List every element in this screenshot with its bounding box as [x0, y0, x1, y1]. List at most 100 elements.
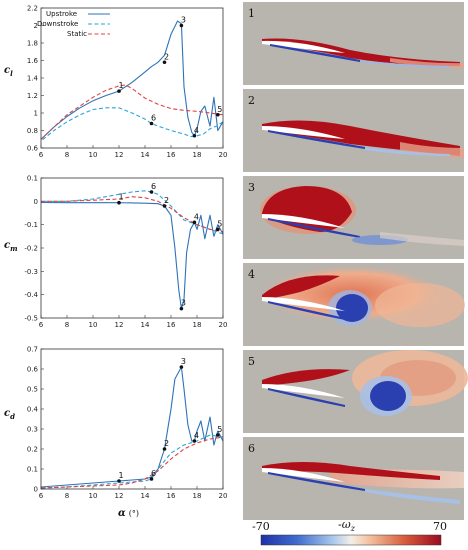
- cl-upstroke-line: [40, 20, 224, 140]
- cm-ytick-label: -0.2: [24, 245, 38, 253]
- cm-marker-1: [117, 200, 121, 205]
- cd-marker-4: [192, 439, 197, 443]
- cl-marker-label-5: 5: [217, 105, 222, 114]
- cl-xtick-label: 12: [115, 151, 124, 159]
- cd-series: [40, 366, 224, 489]
- panel-5-label: 5: [248, 355, 255, 368]
- cl-series: [40, 20, 224, 142]
- panel-6-airfoil: [262, 468, 345, 482]
- cl-marker-label-4: 4: [194, 126, 199, 135]
- cd-ytick-label: 0.2: [27, 446, 38, 454]
- cl-ytick-label: 1.4: [27, 75, 39, 83]
- panel-5: 5: [243, 350, 468, 433]
- cm-markers: 1 2 3 4 5 6: [117, 182, 222, 311]
- cd-xtick-label: 8: [65, 492, 69, 500]
- cl-marker-2: [162, 60, 167, 65]
- cm-marker-label-4: 4: [194, 212, 199, 221]
- cm-downstroke-line: [41, 190, 224, 235]
- panel-2: 2: [243, 89, 464, 172]
- cd-xtick-label: 18: [193, 492, 202, 500]
- cd-chart: cd 6 8 10 12 14 16 18 2000.10.20.30.40.50.60.7 …: [4, 346, 227, 520]
- cd-xtick-label: 20: [219, 492, 228, 500]
- cl-marker-label-2: 2: [164, 52, 169, 61]
- cl-marker-label-3: 3: [181, 16, 186, 25]
- cd-marker-label-5: 5: [217, 425, 222, 434]
- cm-series: [40, 190, 224, 310]
- cm-marker-2: [162, 204, 167, 208]
- cd-marker-1: [117, 479, 121, 483]
- cm-ytick-label: -0.1: [24, 221, 38, 229]
- cm-marker-label-1: 1: [118, 193, 123, 202]
- vorticity-panels: 1 2 3: [243, 2, 468, 520]
- panel-4-airfoil: [262, 297, 345, 311]
- cm-marker-label-5: 5: [217, 219, 222, 228]
- cm-ticks: 6 8 10 12 14 16 18 20-0.5-0.4-0.3-0.2-0.100.1: [24, 175, 227, 330]
- panel-2-airfoil: [262, 126, 345, 139]
- panel-3-label: 3: [248, 181, 255, 194]
- cd-xtick-label: 10: [89, 492, 98, 500]
- cl-marker-4: [192, 133, 197, 138]
- cl-xtick-label: 16: [167, 151, 176, 159]
- cm-xtick-label: 10: [89, 321, 98, 329]
- legend-upstroke-label: Upstroke: [46, 10, 77, 18]
- cd-xtick-label: 14: [141, 492, 150, 500]
- cm-xtick-label: 12: [115, 321, 124, 329]
- panel-5-counter-vortex: [370, 381, 406, 411]
- cm-chart: cm 6 8 10 12 14 16 18 20-0.5-0.4-0.3-0.2-0.100.…: [4, 175, 227, 330]
- panel-1-airfoil: [262, 40, 345, 53]
- legend: Upstroke Downstroke Static: [37, 10, 110, 38]
- cl-ytick-label: 2.2: [27, 5, 38, 13]
- cl-markers: 1 2 3 4 5 6: [117, 16, 222, 138]
- cd-ytick-label: 0.7: [27, 346, 38, 354]
- cm-xtick-label: 18: [193, 321, 202, 329]
- cm-ytick-label: 0: [34, 198, 38, 206]
- panel-5-airfoil: [262, 384, 345, 398]
- panel-1-label: 1: [248, 7, 255, 20]
- cm-marker-5: [216, 227, 220, 232]
- cm-plot-frame: [40, 177, 224, 319]
- cl-xtick-label: 6: [39, 151, 44, 159]
- panel-6-shear-layer: [262, 462, 440, 480]
- cd-upstroke-line: [40, 366, 224, 488]
- cd-plot-frame: [40, 348, 224, 490]
- cl-ytick-label: 1.6: [27, 57, 39, 65]
- cd-ytick-label: 0.5: [27, 386, 38, 394]
- cl-xtick-label: 14: [141, 151, 150, 159]
- cl-xtick-label: 10: [89, 151, 98, 159]
- cl-ytick-label: 0.8: [27, 127, 38, 135]
- x-axis-label: α (°): [118, 508, 139, 519]
- cd-xtick-label: 16: [167, 492, 176, 500]
- cd-static-line: [40, 436, 224, 489]
- cm-ytick-label: -0.3: [24, 268, 38, 276]
- cl-ytick-label: 1.2: [27, 92, 38, 100]
- cl-chart: cl 6 8 10 12 14 16 18 200.60.811.21.41.61.822.2…: [4, 5, 227, 160]
- cd-markers: 1 2 3 4 5 6: [117, 357, 222, 483]
- panel-4-label: 4: [248, 268, 255, 281]
- cm-ytick-label: -0.5: [24, 315, 38, 323]
- cl-marker-label-1: 1: [118, 81, 123, 90]
- cl-marker-1: [117, 89, 121, 93]
- cm-xtick-label: 14: [141, 321, 150, 329]
- cm-ytick-label: -0.4: [24, 291, 38, 299]
- cl-xtick-label: 20: [219, 151, 228, 159]
- panel-4: 4: [243, 263, 465, 346]
- cl-ticks: 6 8 10 12 14 16 18 200.60.811.21.41.61.822.2: [27, 5, 228, 160]
- cl-marker-3: [179, 23, 184, 28]
- cl-axis-label: cl: [4, 65, 13, 78]
- panel-6-label: 6: [248, 442, 255, 455]
- legend-static-label: Static: [67, 30, 87, 38]
- colorbar-gradient: [260, 534, 442, 546]
- panel-6: 6: [243, 437, 464, 520]
- cd-ytick-label: 0.1: [27, 466, 38, 474]
- cd-marker-3: [179, 365, 184, 369]
- cl-ytick-label: 1: [34, 110, 38, 118]
- cd-ytick-label: 0.3: [27, 426, 38, 434]
- cm-static-line: [41, 196, 224, 233]
- colorbar-max-label: 70: [433, 520, 447, 533]
- cm-xtick-label: 20: [219, 321, 228, 329]
- colorbar-min-label: -70: [252, 520, 270, 533]
- cd-marker-2: [162, 447, 167, 451]
- panel-3-airfoil: [262, 214, 345, 228]
- cd-xtick-label: 6: [39, 492, 44, 500]
